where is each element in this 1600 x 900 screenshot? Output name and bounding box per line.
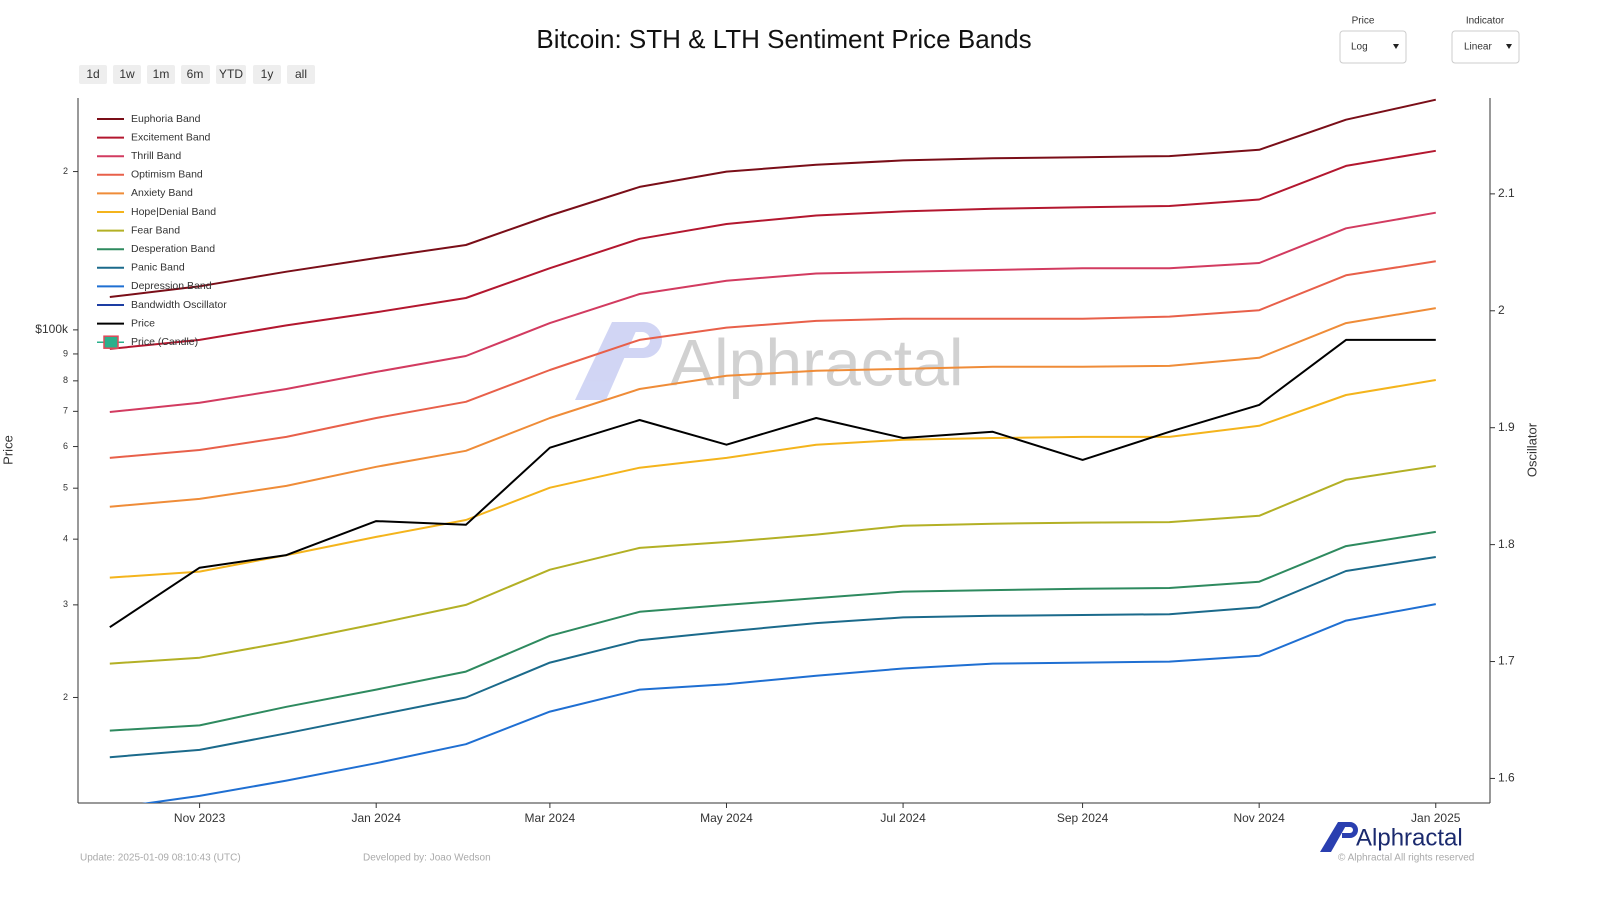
developer-text: Developed by: Joao Wedson [363,853,491,864]
brand-text: Alphractal [1356,824,1463,851]
series-line [109,338,1436,629]
y-tick-label: 7 [63,406,68,416]
update-text: Update: 2025-01-09 08:10:43 (UTC) [80,853,241,864]
y2-tick-label: 1.9 [1498,420,1515,434]
range-label[interactable]: 1m [153,67,170,81]
indicator-scale-value[interactable]: Linear [1464,42,1492,53]
y-tick-label: 3 [63,599,68,609]
legend-label: Anxiety Band [131,187,193,199]
range-label[interactable]: 1d [86,67,99,81]
legend-label: Thrill Band [131,150,181,162]
series-line [109,211,1436,413]
watermark-logo [622,322,662,358]
range-button[interactable]: 1m [147,65,175,84]
y-tick-label: 9 [63,348,68,358]
series-line [109,465,1436,665]
range-label[interactable]: all [295,67,307,81]
legend-label: Desperation Band [131,243,215,255]
y2-tick-label: 1.8 [1498,537,1515,551]
price-scale-value[interactable]: Log [1351,42,1368,53]
watermark-logo [575,322,640,400]
x-tick-label: Sep 2024 [1057,811,1109,825]
watermark-text: Alphractal [670,325,964,399]
x-tick-label: Jan 2024 [351,811,401,825]
chart-title: Bitcoin: STH & LTH Sentiment Price Bands [536,24,1031,54]
range-label[interactable]: 6m [187,67,204,81]
range-button[interactable]: 6m [181,65,210,84]
series-line [109,98,1437,298]
x-tick-label: Jul 2024 [880,811,926,825]
y-tick-label: 2 [63,692,68,702]
legend-label: Price (Candle) [131,336,198,348]
plot-area [109,98,1437,803]
indicator-scale-label: Indicator [1466,16,1505,27]
y-tick-label: $100k [35,322,69,336]
indicator-scale-select[interactable]: Linear [1451,30,1520,64]
range-button[interactable]: YTD [216,65,246,84]
series-line [109,149,1436,350]
range-button[interactable]: 1d [79,65,107,84]
series-line [141,603,1436,803]
legend-label: Bandwidth Oscillator [131,299,227,311]
range-label[interactable]: 1w [119,67,135,81]
range-label[interactable]: YTD [219,67,243,81]
price-scale-select[interactable]: Log [1339,30,1407,64]
series-line [109,260,1436,459]
range-button[interactable]: 1w [113,65,141,84]
legend-label: Excitement Band [131,131,211,143]
y-axis-title: Price [0,435,15,465]
series-line [109,556,1436,759]
y-tick-label: 6 [63,441,68,451]
y2-tick-label: 1.7 [1498,654,1515,668]
x-tick-label: Nov 2023 [174,811,226,825]
watermark: Alphractal [575,322,964,400]
range-button[interactable]: 1y [253,65,281,84]
brand-logo [1341,822,1358,838]
brand-logo [1320,822,1348,852]
dropdown-arrow[interactable] [1506,44,1512,49]
legend-label: Optimism Band [131,169,203,181]
range-label[interactable]: 1y [261,67,274,81]
legend-swatch [103,335,119,349]
y2-axis-title: Oscillator [1524,422,1539,477]
x-tick-label: May 2024 [700,811,753,825]
copyright-text: © Alphractal All rights reserved [1338,853,1474,864]
legend-label: Panic Band [131,262,185,274]
y-tick-label: 8 [63,375,68,385]
series-line [109,530,1436,732]
price-scale-label: Price [1352,16,1375,27]
x-tick-label: Jan 2025 [1411,811,1461,825]
series-line [109,379,1436,579]
legend-label: Fear Band [131,224,180,236]
legend-label: Depression Band [131,280,212,292]
y-tick-label: 4 [63,534,68,544]
legend-label: Euphoria Band [131,113,201,125]
dropdown-arrow[interactable] [1393,44,1399,49]
y-tick-label: 2 [63,166,68,176]
y2-tick-label: 1.6 [1498,771,1515,785]
y2-tick-label: 2 [1498,303,1505,317]
x-tick-label: Nov 2024 [1233,811,1285,825]
legend-label: Hope|Denial Band [131,206,216,218]
y2-tick-label: 2.1 [1498,186,1515,200]
legend-label: Price [131,317,155,329]
x-tick-label: Mar 2024 [525,811,576,825]
range-button[interactable]: all [287,65,315,84]
y-tick-label: 5 [63,483,68,493]
series-line [109,307,1436,508]
